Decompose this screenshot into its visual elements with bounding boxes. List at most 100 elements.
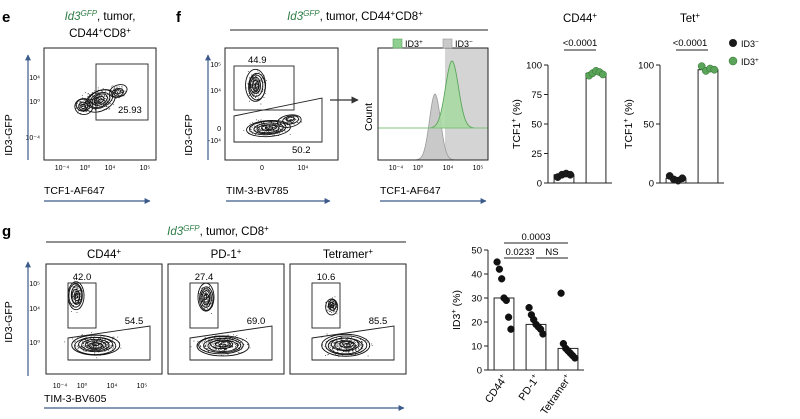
event-dot [224, 349, 226, 351]
event-dot [83, 104, 85, 106]
event-dot [98, 95, 100, 96]
bar-chart-title: CD44+ [563, 11, 597, 25]
event-dot [340, 347, 342, 349]
event-dot [83, 100, 85, 102]
event-dot [255, 89, 257, 91]
event-dot [91, 332, 93, 334]
event-dot [252, 122, 254, 124]
event-dot [71, 311, 73, 313]
event-dot [79, 104, 81, 106]
event-dot [258, 72, 260, 74]
event-dot [78, 289, 80, 291]
event-dot [103, 95, 105, 97]
event-dot [337, 351, 339, 353]
event-dot [207, 305, 209, 307]
event-dot [113, 87, 115, 89]
legend-label-id3-neg: ID3− [741, 39, 759, 49]
event-dot [338, 342, 340, 344]
data-point [599, 70, 607, 79]
event-dot [94, 341, 96, 342]
y-tick: 10⁵ [210, 62, 221, 69]
event-dot [234, 343, 236, 345]
contour-line [325, 298, 339, 316]
event-dot [230, 342, 232, 344]
event-dot [257, 123, 259, 125]
event-dot [102, 345, 104, 347]
event-dot [121, 86, 123, 88]
event-dot [111, 338, 113, 340]
event-dot [204, 344, 206, 346]
event-dot [83, 103, 85, 105]
event-dot [206, 305, 208, 307]
event-dot [263, 128, 265, 130]
event-dot [274, 127, 276, 129]
contour-line [75, 98, 91, 112]
event-dot [81, 334, 83, 336]
event-dot [326, 305, 328, 307]
event-dot [331, 349, 333, 351]
event-dot [257, 84, 259, 86]
event-dot [97, 343, 99, 345]
event-dot [353, 345, 355, 347]
event-dot [238, 345, 239, 347]
event-dot [220, 343, 221, 344]
bar [585, 72, 607, 184]
event-dot [74, 287, 76, 289]
event-dot [341, 339, 343, 341]
sup: + [418, 9, 423, 18]
event-dot [106, 100, 108, 102]
legend-label-id3-pos: ID3+ [405, 39, 423, 49]
gfp-sup: GFP [183, 224, 200, 233]
event-dot [204, 345, 206, 347]
contour-line [203, 337, 242, 354]
event-dot [205, 297, 206, 299]
legend-swatch-id3-neg [442, 38, 453, 49]
event-dot [260, 129, 262, 131]
event-dot [262, 128, 264, 130]
event-dot [78, 297, 80, 299]
event-dot [334, 342, 336, 344]
data-point [571, 354, 579, 362]
event-dot [255, 134, 256, 136]
event-dot [253, 90, 255, 92]
event-dot [120, 93, 122, 95]
contour-line [80, 104, 86, 109]
event-dot [336, 340, 338, 341]
event-dot [284, 130, 285, 132]
event-dot [210, 340, 211, 342]
event-dot [90, 335, 92, 337]
gate-top [189, 282, 219, 329]
contour-line [207, 339, 239, 352]
event-dot [337, 345, 338, 347]
event-dot [203, 341, 205, 343]
event-dot [354, 342, 356, 344]
event-dot [71, 338, 73, 340]
gfp-label: Id3 [287, 11, 304, 23]
event-dot [253, 125, 255, 127]
contour-line [114, 89, 122, 95]
event-dot [254, 88, 256, 90]
event-dot [207, 287, 209, 289]
event-dot [288, 121, 290, 123]
event-dot [265, 131, 267, 133]
event-dot [82, 97, 83, 99]
panel-f: f Id3GFP, tumor, CD44+CD8+ 44.9 50.2 10⁵… [176, 9, 759, 204]
event-dot [248, 93, 250, 95]
event-dot [197, 340, 199, 342]
panel-g-subplot: CD44+ 42.0 54.5 [45, 247, 163, 375]
event-dot [276, 127, 278, 129]
event-dot [366, 341, 368, 343]
event-dot [280, 128, 282, 130]
event-dot [76, 287, 78, 289]
event-dot [346, 344, 348, 346]
event-dot [335, 305, 337, 307]
event-dot [199, 345, 201, 347]
event-dot [225, 345, 226, 346]
event-dot [73, 299, 75, 301]
event-dot [251, 87, 252, 88]
event-dot [72, 295, 74, 297]
gfp-sup: GFP [81, 9, 98, 18]
event-dot [208, 341, 209, 343]
event-dot [255, 96, 257, 98]
event-dot [84, 350, 86, 352]
